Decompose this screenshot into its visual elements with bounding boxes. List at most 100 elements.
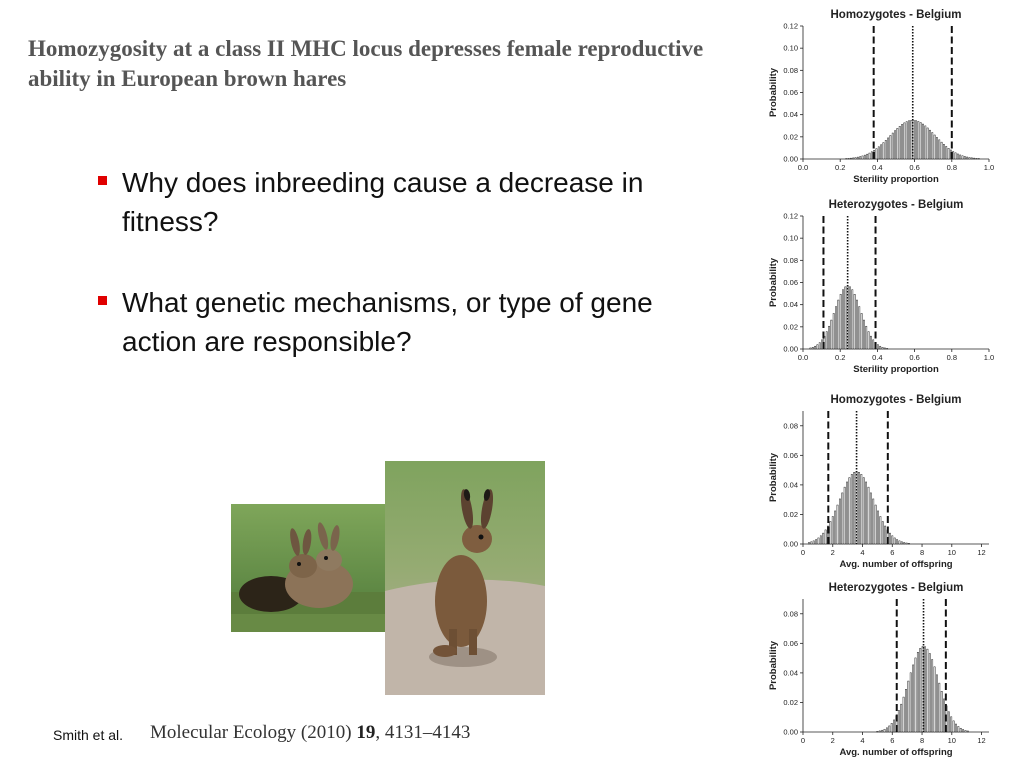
x-tick-label: 6 [890,736,894,745]
histogram-bar [957,726,960,733]
histogram-bar [882,142,885,160]
histogram-bar [929,129,931,160]
x-tick-label: 6 [890,548,894,557]
histogram-bar [919,648,922,733]
y-tick-label: 0.02 [783,322,798,331]
histogram-bar [843,486,846,545]
histogram-bar [877,510,879,545]
histogram-bar [964,730,967,733]
y-tick-label: 0.06 [783,88,798,97]
x-tick-label: 0 [801,548,805,557]
y-tick-label: 0.04 [783,110,798,119]
histogram-bar [910,120,913,160]
histogram-bar [883,728,886,733]
brown-hare-image [385,461,545,695]
histogram-bar [970,157,973,160]
y-tick-label: 0.00 [783,345,798,354]
histogram-bar [880,144,883,160]
histogram-bar [862,477,865,545]
histogram-bar [945,146,948,160]
histogram-bar [814,345,816,350]
histogram-bar [893,537,896,545]
histogram-bar [933,666,936,733]
histogram-bar [966,730,969,733]
y-tick-label: 0.06 [783,278,798,287]
histogram-bar [896,128,899,160]
x-tick-label: 1.0 [984,353,994,362]
histogram-bar [809,347,812,350]
y-tick-label: 0.00 [783,728,798,737]
histogram-bar [900,703,903,733]
y-tick-label: 0.06 [783,451,798,460]
histogram-bar [889,135,892,160]
y-tick-label: 0.12 [783,22,798,31]
journal-volume: 19 [356,722,376,743]
histogram-bar [867,331,870,350]
x-tick-label: 0.8 [947,353,957,362]
histogram-bar [860,313,863,350]
histogram-bar [829,521,832,545]
slide-title: Homozygosity at a class II MHC locus dep… [28,36,704,91]
histogram-bar [818,342,821,350]
chart-title: Homozygotes - Belgium [831,9,962,21]
histogram-bar [872,339,875,350]
histogram-bar [901,124,903,160]
x-tick-label: 0.4 [872,353,882,362]
histogram-bar [891,132,894,160]
x-tick-label: 8 [920,736,924,745]
x-tick-label: 0 [801,736,805,745]
histogram-bar [883,347,886,350]
histogram-bar [847,158,850,160]
x-tick-label: 0.2 [835,353,845,362]
y-tick-label: 0.12 [783,212,798,221]
x-tick-label: 10 [948,736,956,745]
histogram-bar [961,155,964,160]
histogram-bar [879,345,882,350]
histogram-bar [836,504,839,545]
histogram-bar [955,723,957,733]
histogram-bar [938,139,941,160]
histogram-bar [940,691,943,733]
histogram-bar [905,542,908,545]
histogram-bar [936,674,938,733]
x-tick-label: 12 [977,736,985,745]
histogram-bar [903,542,906,545]
bullet-text: What genetic mechanisms, or type of gene… [122,287,653,357]
histogram-bar [956,153,959,160]
histogram-bar [812,540,815,545]
histogram-bar [876,731,879,733]
histogram-bar [894,130,896,160]
sterility-homozygotes-chart: Homozygotes - Belgium 0.00 0.02 0.04 0.06 0.0… [768,9,994,185]
y-tick-label: 0.00 [783,155,798,164]
y-tick-label: 0.04 [783,668,798,677]
bullet-item: Why does inbreeding cause a decrease in … [95,163,735,241]
histogram-bar [975,158,978,160]
histogram-bar [878,730,881,733]
y-tick-label: 0.02 [783,698,798,707]
histogram-bar [922,123,924,160]
histogram-bar [868,152,871,160]
histogram-bar [900,541,903,545]
y-tick-label: 0.08 [783,66,798,75]
histogram-bar [824,529,827,545]
x-tick-label: 2 [831,548,835,557]
x-tick-label: 0.4 [872,163,882,172]
y-tick-label: 0.10 [783,44,798,53]
y-tick-label: 0.06 [783,639,798,648]
histogram-bar [962,729,965,733]
histogram-bar [841,492,844,545]
histogram-bar [898,126,901,160]
histogram-bar [860,474,863,545]
histogram-bar [966,156,969,160]
histogram-bar [851,289,854,350]
y-tick-label: 0.08 [783,609,798,618]
x-axis-label: Avg. number of offspring [839,559,952,570]
x-tick-label: 4 [860,548,864,557]
histogram-bar [837,299,840,350]
y-axis-label: Probability [768,67,779,117]
bullet-square-icon [98,296,107,305]
y-tick-label: 0.02 [783,132,798,141]
histogram-bar [838,498,841,545]
histogram-bar [808,542,810,545]
bullet-item: What genetic mechanisms, or type of gene… [95,283,735,361]
